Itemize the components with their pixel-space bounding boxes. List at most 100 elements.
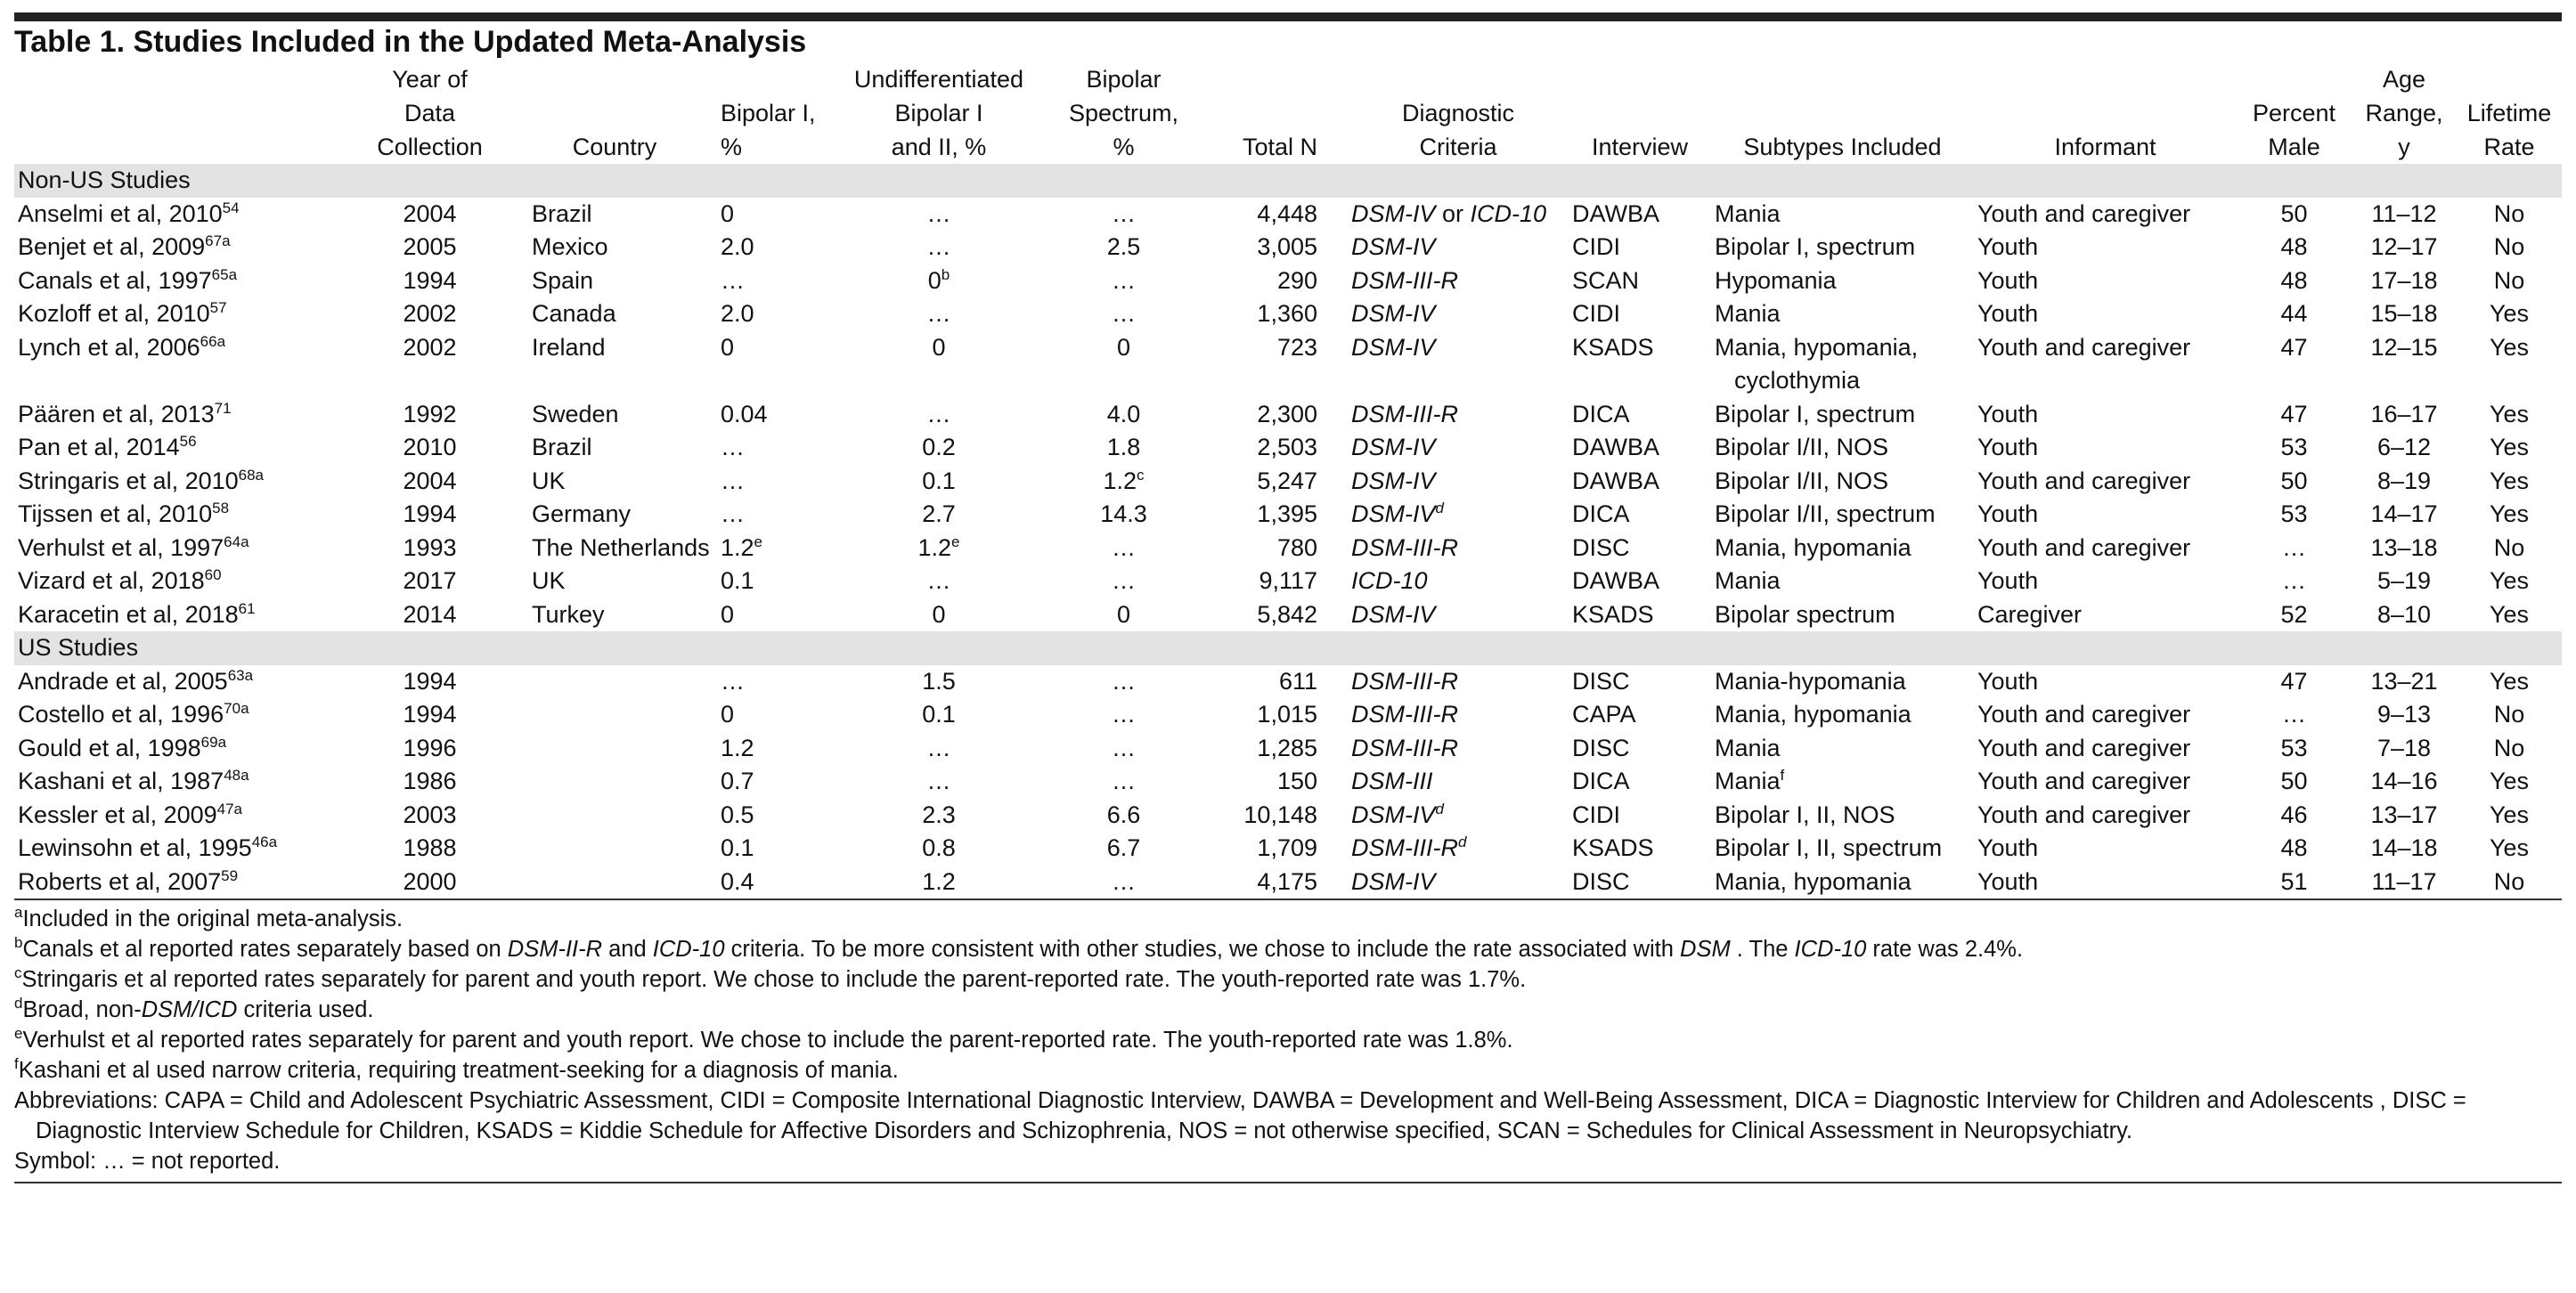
footnote: dBroad, non-DSM/ICD criteria used.	[14, 995, 2562, 1025]
text-run: . The	[1730, 937, 1795, 962]
table-cell: DSM-III-R	[1333, 732, 1569, 766]
cell-text: Sweden	[532, 400, 619, 427]
cell-text: Youth and caregiver	[1977, 701, 2191, 728]
cell-text: 2.5	[1106, 233, 1141, 260]
table-cell: Yes	[2457, 598, 2562, 632]
table-cell: 1994	[331, 698, 528, 732]
table-cell: 1994	[331, 665, 528, 699]
table-cell: DSM-III-R	[1333, 398, 1569, 432]
table-cell	[528, 698, 701, 732]
cell-text: 1988	[403, 834, 457, 861]
cell-text: 48	[2280, 233, 2308, 260]
table-cell: …	[824, 231, 1054, 264]
table-cell: …	[1054, 865, 1194, 900]
text-run: Costello et al, 1996	[18, 701, 224, 728]
text-run: Kessler et al, 2009	[18, 801, 217, 828]
table-cell: 48	[2237, 231, 2352, 264]
table-cell	[528, 865, 701, 900]
table-cell: …	[1054, 665, 1194, 699]
table-cell: 2004	[331, 198, 528, 232]
header-row: Year of Data Collection Country Bipolar I,% U…	[14, 62, 2562, 164]
cell-text: No	[2493, 701, 2525, 728]
text-run: Canals et al reported rates separately b…	[22, 937, 508, 962]
table-cell: 0.1	[701, 832, 824, 866]
table-cell: Youth and caregiver	[1974, 698, 2237, 732]
table-cell: Yes	[2457, 832, 2562, 866]
table-cell: Yes	[2457, 799, 2562, 833]
section-label: US Studies	[14, 631, 2562, 665]
superscript: 59	[221, 866, 239, 884]
cell-text: 48	[2280, 266, 2308, 294]
table-cell: DAWBA	[1569, 565, 1711, 598]
cell-text: 4.0	[1106, 400, 1141, 427]
table-cell: 1.2c	[1054, 465, 1194, 499]
text-run: DSM-IV	[1351, 801, 1436, 828]
footnote: bCanals et al reported rates separately …	[14, 934, 2562, 964]
header-line: Country	[572, 134, 657, 160]
table-cell: 2.5	[1054, 231, 1194, 264]
superscript: e	[951, 533, 960, 550]
table-cell: 1.2e	[824, 532, 1054, 565]
cell-text: 1,360	[1257, 300, 1317, 327]
cell-text: DSM-IV	[1351, 467, 1436, 494]
table-cell: 6–12	[2352, 431, 2457, 465]
text-run: Päären et al, 2013	[18, 400, 215, 427]
cell-text: 723	[1276, 333, 1317, 361]
cell-text: DISC	[1572, 867, 1630, 895]
cell-text: 0	[932, 600, 946, 628]
table-cell: Sweden	[528, 398, 701, 432]
table-cell: …	[824, 565, 1054, 598]
table-cell: 7–18	[2352, 732, 2457, 766]
cell-text: Youth	[1977, 300, 2039, 327]
table-cell: 11–12	[2352, 198, 2457, 232]
table-cell: Mexico	[528, 231, 701, 264]
cell-text: 2004	[403, 199, 457, 227]
table-cell: 17–18	[2352, 264, 2457, 298]
table-cell: …	[701, 264, 824, 298]
table-cell: Bipolar I, II, spectrum	[1711, 832, 1974, 866]
superscript: b	[941, 265, 950, 283]
cell-text: Caregiver	[1977, 600, 2083, 628]
column-header: Bipolar I,%	[701, 62, 824, 164]
cell-text: DAWBA	[1572, 567, 1660, 594]
cell-text: No	[2493, 233, 2525, 260]
cell-text: Yes	[2489, 768, 2530, 794]
table-cell: KSADS	[1569, 598, 1711, 632]
table-cell: Hypomania	[1711, 264, 1974, 298]
text-run: Stringaris et al reported rates separate…	[21, 967, 1527, 992]
cell-text: Yes	[2489, 834, 2530, 861]
cell-text: …	[1112, 300, 1136, 327]
cell-text: Mania-hypomania	[1715, 667, 1906, 695]
table-cell: 0	[701, 698, 824, 732]
table-cell: 53	[2237, 498, 2352, 532]
table-cell: 2,503	[1194, 431, 1333, 465]
cell-text: Youth and caregiver	[1977, 533, 2191, 561]
cell-text: Youth and caregiver	[1977, 801, 2191, 828]
table-cell: …	[701, 498, 824, 532]
text-run: 0	[927, 266, 942, 294]
table-cell: Bipolar spectrum	[1711, 598, 1974, 632]
cell-text: Youth and caregiver	[1977, 734, 2191, 761]
cell-text: 1993	[403, 533, 457, 561]
cell-line: Mania, hypomania,	[1715, 333, 1919, 361]
cell-text: 14.3	[1100, 500, 1147, 527]
table-cell: CIDI	[1569, 799, 1711, 833]
table-cell: Maniaf	[1711, 765, 1974, 799]
table-cell: 0.8	[824, 832, 1054, 866]
study-row: Stringaris et al, 201068a 2004 UK … 0.1 1.2c 5…	[14, 465, 2562, 499]
cell-text: 0.8	[922, 834, 956, 861]
cell-text: 47	[2280, 667, 2308, 695]
footnote: fKashani et al used narrow criteria, req…	[14, 1055, 2562, 1086]
cell-text: …	[721, 667, 745, 695]
table-cell: 2003	[331, 799, 528, 833]
table-cell: 0.1	[824, 698, 1054, 732]
cell-text: Bipolar I, spectrum	[1715, 233, 1916, 260]
footnote: cStringaris et al reported rates separat…	[14, 964, 2562, 995]
cell-text: CIDI	[1572, 233, 1620, 260]
cell-text: 47	[2280, 400, 2308, 427]
table-cell: 46	[2237, 799, 2352, 833]
superscript: 54	[222, 199, 240, 216]
table-cell: …	[1054, 698, 1194, 732]
table-cell: Yes	[2457, 765, 2562, 799]
cell-text: 53	[2280, 734, 2308, 761]
